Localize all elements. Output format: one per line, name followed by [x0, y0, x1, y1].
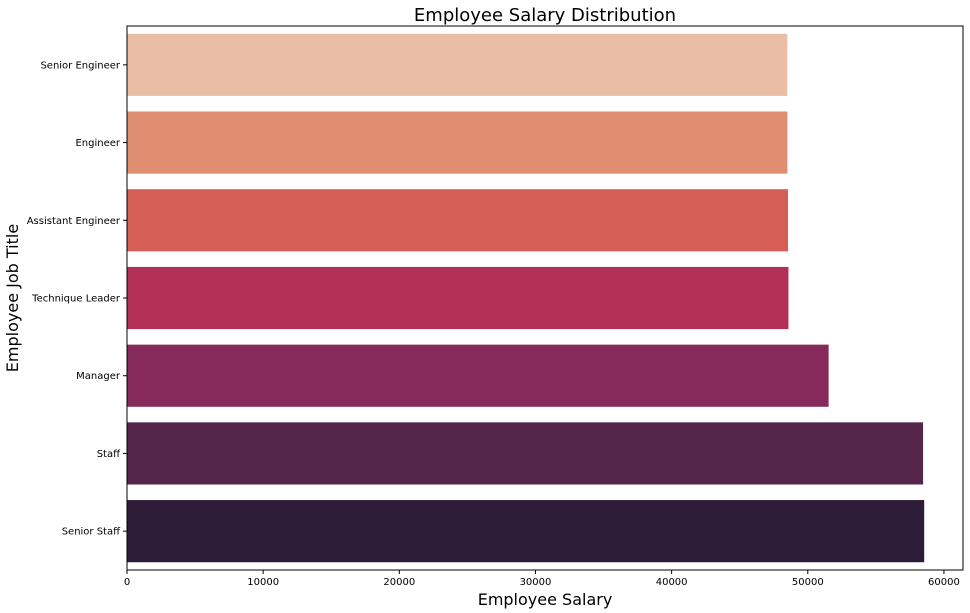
y-tick-label: Staff: [97, 449, 121, 460]
y-axis-ticks: Senior Engineer Engineer Assistant Enginee…: [27, 60, 127, 538]
x-tick-label: 40000: [656, 577, 688, 588]
x-tick-label: 50000: [792, 577, 824, 588]
x-tick-label: 10000: [247, 577, 279, 588]
bars-group: [127, 33, 925, 563]
y-tick-label: Engineer: [75, 138, 120, 149]
plot-frame: [126, 25, 964, 571]
x-axis-label: Employee Salary: [478, 590, 613, 609]
bar-staff: [127, 422, 924, 485]
y-axis-label: Employee Job Title: [3, 224, 22, 372]
x-tick-label: 0: [124, 577, 130, 588]
y-tick-label: Manager: [76, 371, 121, 382]
x-axis-ticks: 0 10000 20000 30000 40000 50000 60000: [124, 570, 960, 588]
bar-engineer: [127, 111, 788, 174]
x-tick-label: 30000: [520, 577, 552, 588]
bar-assistant-engineer: [127, 189, 789, 252]
x-tick-label: 20000: [383, 577, 415, 588]
y-tick-label: Assistant Engineer: [27, 216, 121, 227]
x-tick-label: 60000: [928, 577, 960, 588]
bar-manager: [127, 344, 829, 407]
y-tick-label: Senior Engineer: [40, 60, 120, 71]
bar-senior-staff: [127, 500, 925, 563]
bar-technique-leader: [127, 266, 789, 330]
chart-title: Employee Salary Distribution: [414, 5, 676, 26]
y-tick-label: Senior Staff: [62, 527, 121, 538]
bar-senior-engineer: [127, 33, 788, 96]
y-tick-label: Technique Leader: [31, 294, 121, 305]
